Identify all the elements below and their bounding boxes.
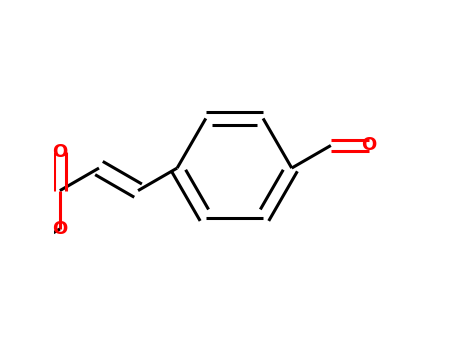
Text: O: O [52, 143, 67, 161]
Text: O: O [52, 220, 67, 238]
Text: O: O [362, 136, 377, 154]
